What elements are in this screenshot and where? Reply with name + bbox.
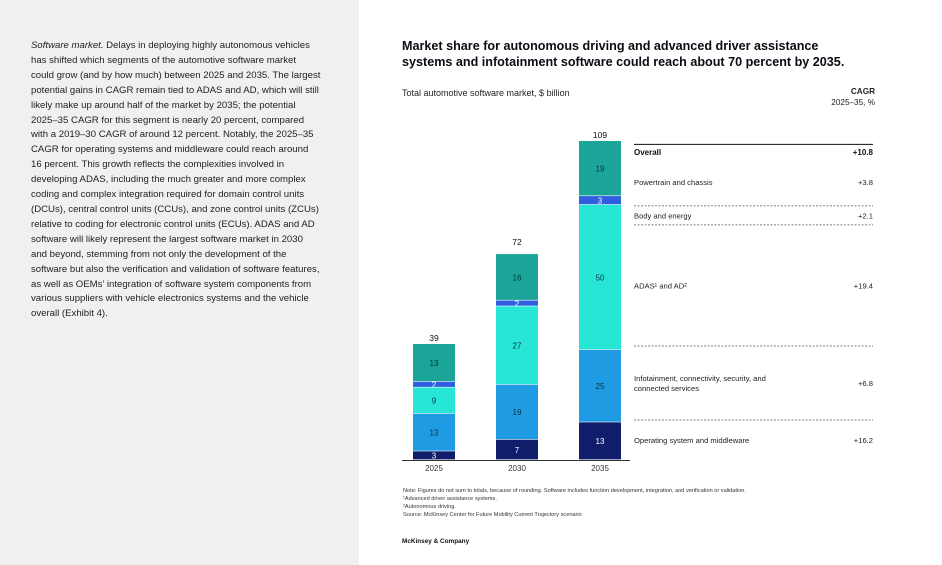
bar-segment-infotainment-2035 [579, 349, 621, 422]
legend-label-operating_system: Operating system and middleware [634, 436, 749, 445]
bar-segment-adas-2030 [496, 306, 538, 384]
bar-segment-operating_system-2035 [579, 422, 621, 460]
bar-segment-adas-2025 [413, 387, 455, 413]
legend-label-line: Infotainment, connectivity, security, an… [634, 374, 766, 383]
bar-segment-infotainment-2025 [413, 413, 455, 451]
data-label-body_energy-2030: 2 [515, 299, 520, 308]
bar-segment-powertrain-2030 [496, 254, 538, 300]
note-source: Source: McKinsey Center for Future Mobil… [403, 512, 582, 518]
category-label-2030: 2030 [508, 464, 526, 473]
legend-label-infotainment: Infotainment, connectivity, security, an… [634, 374, 766, 393]
chart-title: Market share for autonomous driving and … [402, 39, 845, 69]
note-adas: ¹Advanced driver assistance systems. [403, 496, 497, 502]
total-label-2025: 39 [429, 333, 439, 343]
legend-overall-label: Overall [634, 148, 661, 157]
data-label-adas-2035: 50 [596, 273, 605, 282]
cagr-header-period: 2025–35, % [831, 97, 875, 107]
bar-segment-infotainment-2030 [496, 384, 538, 440]
data-label-body_energy-2035: 3 [598, 196, 603, 205]
category-label-2035: 2035 [591, 464, 609, 473]
data-label-operating_system-2035: 13 [596, 437, 605, 446]
data-label-powertrain-2030: 16 [513, 273, 522, 282]
legend-label-body_energy: Body and energy [634, 211, 692, 220]
cagr-header-label: CAGR [850, 87, 875, 96]
bar-segment-adas-2035 [579, 204, 621, 350]
bar-segment-powertrain-2025 [413, 344, 455, 382]
data-label-adas-2025: 9 [432, 397, 437, 406]
data-label-body_energy-2025: 2 [432, 381, 437, 390]
bar-segment-body_energy-2025 [413, 381, 455, 387]
data-label-operating_system-2030: 7 [515, 446, 520, 455]
legend-label-line: connected services [634, 384, 699, 393]
cagr-header: CAGR 2025–35, % [800, 87, 875, 108]
bar-segment-operating_system-2030 [496, 439, 538, 460]
legend-cagr-adas: +19.4 [854, 281, 873, 290]
legend-cagr-operating_system: +16.2 [854, 436, 873, 445]
body-text-content: Delays in deploying highly autonomous ve… [31, 40, 321, 320]
data-label-infotainment-2035: 25 [596, 382, 605, 391]
chart-notes: Note: Figures do not sum to totals, beca… [403, 487, 746, 519]
body-paragraph: Software market. Delays in deploying hig… [31, 39, 321, 322]
legend-cagr-powertrain: +3.8 [858, 178, 873, 187]
left-text-panel: Software market. Delays in deploying hig… [0, 0, 359, 565]
data-label-infotainment-2030: 19 [513, 408, 522, 417]
data-label-powertrain-2035: 19 [596, 165, 605, 174]
body-lead: Software market. [31, 40, 104, 51]
data-label-operating_system-2025: 3 [432, 452, 437, 461]
data-label-adas-2030: 27 [513, 341, 522, 350]
total-label-2035: 109 [593, 130, 607, 140]
category-label-2025: 2025 [425, 464, 443, 473]
brand-logo: McKinsey & Company [402, 538, 470, 545]
chart-subtitle: Total automotive software market, $ bill… [402, 88, 570, 98]
legend-cagr-body_energy: +2.1 [858, 211, 873, 220]
legend-overall-cagr: +10.8 [853, 148, 874, 157]
legend-label-adas: ADAS¹ and AD² [634, 281, 687, 290]
stacked-bar-chart: 3 13 9 2 13 39 2025 7 19 27 2 16 72 2030 13 25 50 3 19 109 2… [402, 130, 874, 473]
legend-label-powertrain: Powertrain and chassis [634, 178, 713, 187]
bar-segment-operating_system-2025 [413, 451, 455, 460]
legend-cagr-infotainment: +6.8 [858, 379, 873, 388]
note-ad: ²Autonomous driving. [403, 504, 456, 510]
bar-segment-powertrain-2035 [579, 141, 621, 196]
bar-segment-body_energy-2035 [579, 196, 621, 205]
total-label-2030: 72 [512, 237, 522, 247]
note-rounding: Note: Figures do not sum to totals, beca… [403, 488, 746, 494]
data-label-powertrain-2025: 13 [430, 359, 439, 368]
data-label-infotainment-2025: 13 [430, 428, 439, 437]
bar-segment-body_energy-2030 [496, 300, 538, 306]
